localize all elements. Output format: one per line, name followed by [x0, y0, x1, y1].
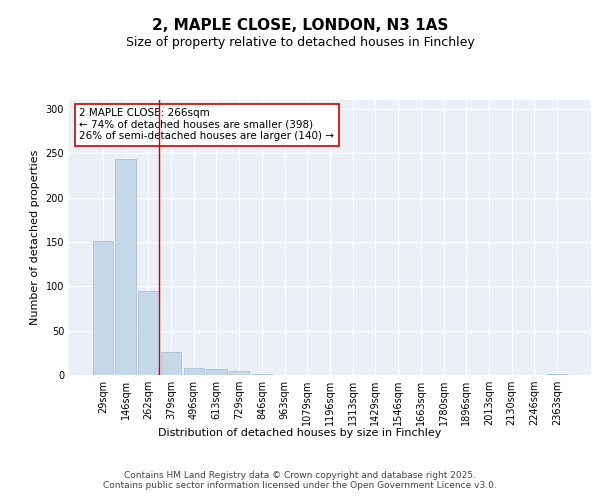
Bar — [229, 370, 250, 375]
Bar — [547, 374, 567, 375]
Bar — [138, 290, 158, 375]
Bar — [161, 352, 181, 375]
Y-axis label: Number of detached properties: Number of detached properties — [30, 150, 40, 325]
Text: 2 MAPLE CLOSE: 266sqm
← 74% of detached houses are smaller (398)
26% of semi-det: 2 MAPLE CLOSE: 266sqm ← 74% of detached … — [79, 108, 334, 142]
Bar — [184, 368, 204, 375]
Bar — [251, 374, 272, 375]
Text: Size of property relative to detached houses in Finchley: Size of property relative to detached ho… — [125, 36, 475, 49]
Bar — [93, 241, 113, 375]
Text: Distribution of detached houses by size in Finchley: Distribution of detached houses by size … — [158, 428, 442, 438]
Text: Contains HM Land Registry data © Crown copyright and database right 2025.
Contai: Contains HM Land Registry data © Crown c… — [103, 470, 497, 490]
Bar — [115, 160, 136, 375]
Text: 2, MAPLE CLOSE, LONDON, N3 1AS: 2, MAPLE CLOSE, LONDON, N3 1AS — [152, 18, 448, 32]
Bar — [206, 369, 227, 375]
